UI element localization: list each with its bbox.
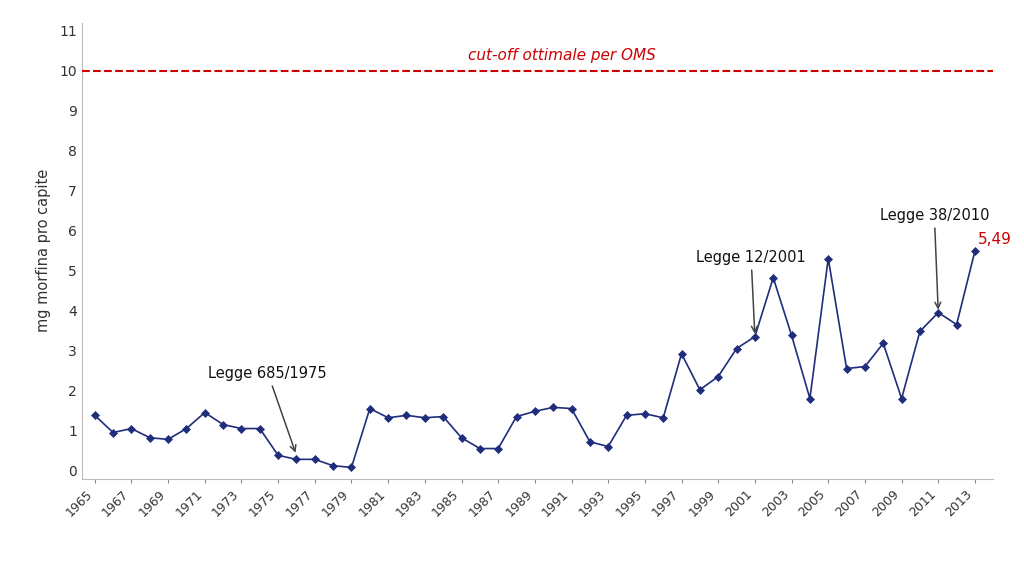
Text: Legge 685/1975: Legge 685/1975 [209, 365, 327, 451]
Text: Legge 12/2001: Legge 12/2001 [696, 249, 806, 332]
Text: Legge 38/2010: Legge 38/2010 [880, 208, 989, 308]
Text: 5,49: 5,49 [978, 232, 1012, 247]
Y-axis label: mg morfina pro capite: mg morfina pro capite [36, 169, 51, 332]
Text: cut-off ottimale per OMS: cut-off ottimale per OMS [469, 48, 656, 63]
